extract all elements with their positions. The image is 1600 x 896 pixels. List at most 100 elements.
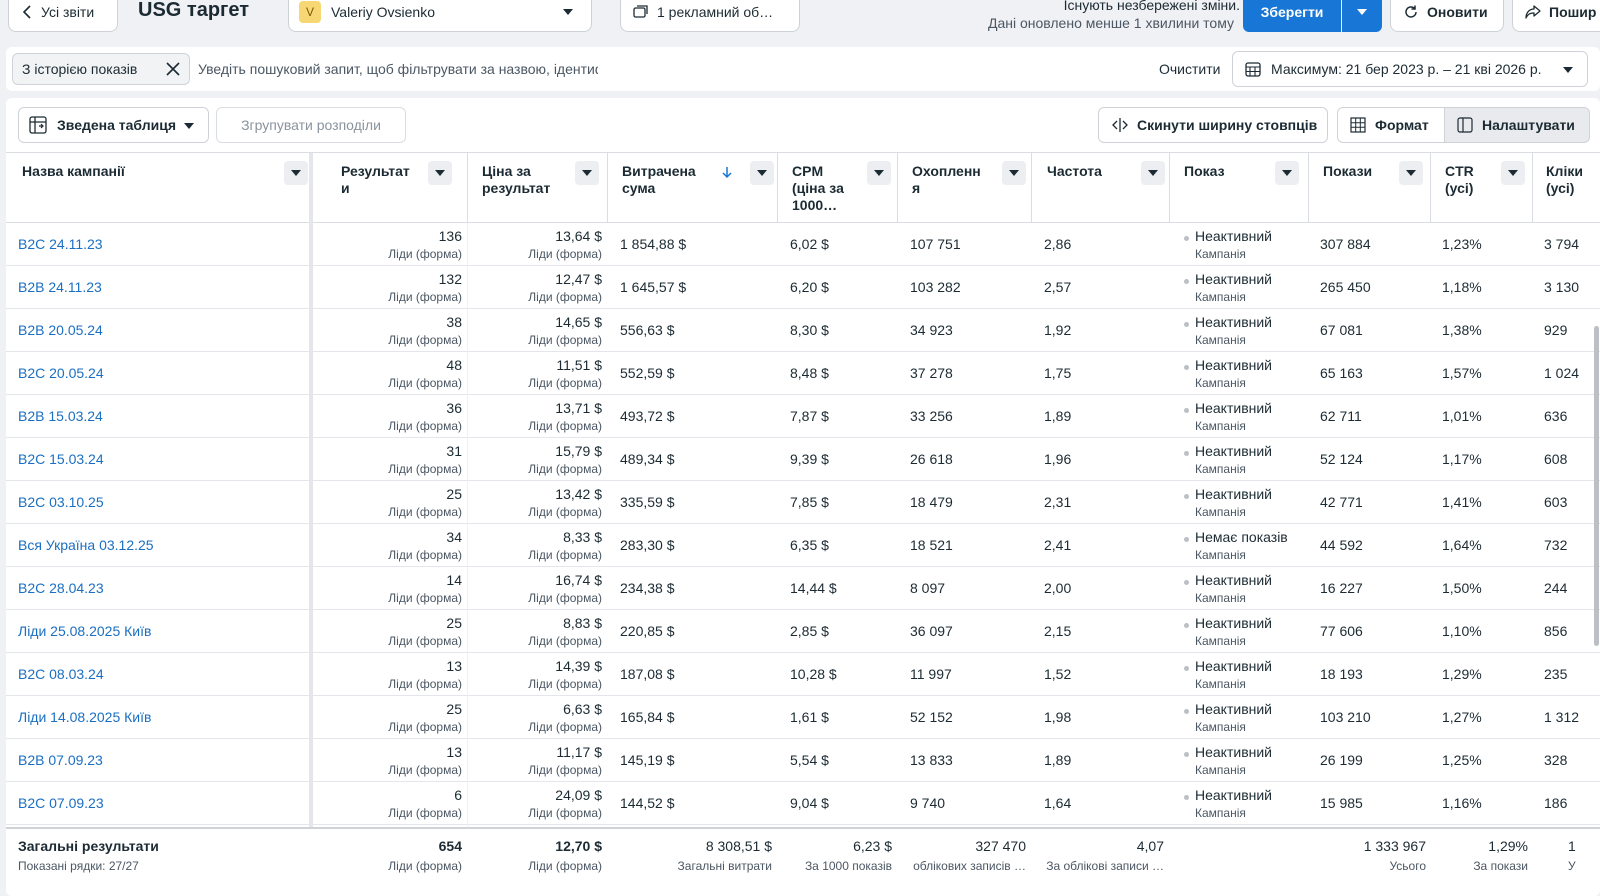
- column-header-ctr[interactable]: CTR (усі): [1445, 153, 1535, 223]
- save-options-button[interactable]: [1342, 0, 1382, 32]
- column-header-amount-spent[interactable]: Витрачена сума: [622, 153, 782, 223]
- reset-column-width-button[interactable]: Скинути ширину стовпців: [1098, 107, 1328, 143]
- column-header-delivery[interactable]: Показ: [1184, 153, 1314, 223]
- column-header-impressions[interactable]: Покази: [1323, 153, 1433, 223]
- table-row[interactable]: B2C 15.03.24 31 Ліди (форма) 15,79 $ Ліди (ф…: [6, 438, 1600, 481]
- table-row[interactable]: B2C 24.11.23 136 Ліди (форма) 13,64 $ Ліди (…: [6, 223, 1600, 266]
- cell-ctr: 1,01%: [1442, 408, 1482, 424]
- caret-down-icon[interactable]: [867, 161, 891, 185]
- caret-down-icon[interactable]: [1399, 161, 1423, 185]
- campaign-name-link[interactable]: B2C 08.03.24: [18, 666, 104, 682]
- caret-down-icon[interactable]: [1002, 161, 1026, 185]
- campaign-name-link[interactable]: B2C 28.04.23: [18, 580, 104, 596]
- pivot-table-dropdown[interactable]: Зведена таблиця: [18, 107, 209, 143]
- cell-amount-spent: 165,84 $: [620, 709, 675, 725]
- column-header-frequency[interactable]: Частота: [1047, 153, 1182, 223]
- cell-delivery: Неактивний: [1195, 486, 1273, 502]
- column-header-cpm[interactable]: CPM (ціна за 1000…: [792, 153, 902, 223]
- campaign-name-link[interactable]: B2C 20.05.24: [18, 365, 104, 381]
- column-header-name[interactable]: Назва кампанії: [22, 153, 308, 223]
- cell-reach: 11 997: [910, 666, 952, 682]
- customize-button[interactable]: Налаштувати: [1444, 107, 1590, 143]
- table-row[interactable]: Ліди 25.08.2025 Київ 25 Ліди (форма) 8,83 $…: [6, 610, 1600, 653]
- sort-down-icon[interactable]: [722, 167, 732, 179]
- share-icon: [1525, 5, 1541, 19]
- group-breakdowns-button[interactable]: Згрупувати розподіли: [216, 107, 406, 143]
- date-range-picker[interactable]: Максимум: 21 бер 2023 р. – 21 кві 2026 р…: [1232, 51, 1588, 87]
- cell-cost-per-result-type: Ліди (форма): [528, 677, 602, 691]
- table-row[interactable]: Вся Україна 03.12.25 34 Ліди (форма) 8,33 $…: [6, 524, 1600, 567]
- caret-down-icon[interactable]: [428, 161, 452, 185]
- cell-cost-per-result: 8,33 $: [563, 529, 602, 545]
- table-row[interactable]: B2C 28.04.23 14 Ліди (форма) 16,74 $ Ліди (ф…: [6, 567, 1600, 610]
- table-row[interactable]: 383,64 $Неактивний: [6, 825, 1600, 827]
- refresh-button[interactable]: Оновити: [1390, 0, 1504, 32]
- account-selector[interactable]: V Valeriy Ovsienko: [288, 0, 592, 32]
- caret-down-icon[interactable]: [1141, 161, 1165, 185]
- cell-delivery-level: Кампанія: [1195, 591, 1246, 605]
- campaign-name-link[interactable]: B2C 03.10.25: [18, 494, 104, 510]
- caret-down-icon[interactable]: [750, 161, 774, 185]
- clear-filters-button[interactable]: Очистити: [1159, 61, 1221, 77]
- table-row[interactable]: Ліди 14.08.2025 Київ 25 Ліди (форма) 6,63 $…: [6, 696, 1600, 739]
- table-row[interactable]: B2B 07.09.23 13 Ліди (форма) 11,17 $ Ліди (ф…: [6, 739, 1600, 782]
- cell-reach: 9 740: [910, 795, 946, 811]
- column-header-reach[interactable]: Охопленн я: [912, 153, 1042, 223]
- cell-clicks: 244: [1544, 580, 1568, 596]
- cell-results: 13: [446, 744, 462, 760]
- campaign-name-link[interactable]: B2C 24.11.23: [18, 236, 103, 252]
- campaign-name-link[interactable]: B2B 24.11.23: [18, 279, 102, 295]
- column-header-clicks[interactable]: Кліки (усі): [1546, 163, 1583, 196]
- cell-cost-per-result: 6,63 $: [563, 701, 602, 717]
- campaign-name-link[interactable]: B2B 20.05.24: [18, 322, 103, 338]
- share-button[interactable]: Пошир: [1512, 0, 1600, 32]
- back-to-reports-button[interactable]: Усі звіти: [8, 0, 118, 32]
- unsaved-notice: Існують незбережені зміни.: [1063, 0, 1240, 13]
- column-header-results[interactable]: Результат и: [341, 153, 461, 223]
- cell-frequency: 2,57: [1044, 279, 1072, 295]
- table-row[interactable]: B2B 20.05.24 38 Ліди (форма) 14,65 $ Ліди (ф…: [6, 309, 1600, 352]
- total-clicks-label: У: [1568, 859, 1576, 873]
- reset-column-width-label: Скинути ширину стовпців: [1137, 117, 1318, 133]
- cell-delivery-level: Кампанія: [1195, 806, 1246, 820]
- campaign-name-link[interactable]: Ліди 25.08.2025 Київ: [18, 623, 152, 639]
- status-dot-icon: [1184, 537, 1189, 542]
- table-row[interactable]: B2C 03.10.25 25 Ліди (форма) 13,42 $ Ліди (ф…: [6, 481, 1600, 524]
- vertical-scrollbar[interactable]: [1594, 326, 1599, 646]
- filter-chip[interactable]: З історією показів: [12, 53, 190, 85]
- cell-amount-spent: 144,52 $: [620, 795, 675, 811]
- close-icon[interactable]: [165, 61, 181, 77]
- table-row[interactable]: B2B 24.11.23 132 Ліди (форма) 12,47 $ Ліди (…: [6, 266, 1600, 309]
- format-button[interactable]: Формат: [1337, 107, 1445, 143]
- status-dot-icon: [1184, 365, 1189, 370]
- total-cost-per-result: 12,70 $: [555, 838, 602, 854]
- table-row[interactable]: B2C 07.09.23 6 Ліди (форма) 24,09 $ Ліди (фо…: [6, 782, 1600, 825]
- campaign-selector[interactable]: 1 рекламний об…: [620, 0, 800, 32]
- caret-down-icon[interactable]: [284, 161, 308, 185]
- table-row[interactable]: B2C 20.05.24 48 Ліди (форма) 11,51 $ Ліди (ф…: [6, 352, 1600, 395]
- caret-down-icon[interactable]: [1275, 161, 1299, 185]
- campaign-name-link[interactable]: B2C 15.03.24: [18, 451, 104, 467]
- cell-results: 136: [438, 228, 462, 244]
- cell-clicks: 186: [1544, 795, 1568, 811]
- campaign-name-link[interactable]: Ліди 14.08.2025 Київ: [18, 709, 152, 725]
- table-row[interactable]: B2C 08.03.24 13 Ліди (форма) 14,39 $ Ліди (ф…: [6, 653, 1600, 696]
- cell-ctr: 1,17%: [1442, 451, 1482, 467]
- frozen-column-divider[interactable]: [309, 153, 313, 223]
- table-row[interactable]: B2B 15.03.24 36 Ліди (форма) 13,71 $ Ліди (ф…: [6, 395, 1600, 438]
- column-header-cost-per-result[interactable]: Ціна за результат: [482, 153, 612, 223]
- save-button[interactable]: Зберегти: [1243, 0, 1341, 32]
- caret-down-icon[interactable]: [1501, 161, 1525, 185]
- customize-label: Налаштувати: [1482, 117, 1575, 133]
- campaign-name-link[interactable]: B2C 07.09.23: [18, 795, 104, 811]
- save-button-group: Зберегти: [1243, 0, 1382, 32]
- search-input[interactable]: [198, 53, 598, 85]
- total-cpm: 6,23 $: [853, 838, 892, 854]
- caret-down-icon[interactable]: [575, 161, 599, 185]
- cell-frequency: 1,64: [1044, 795, 1072, 811]
- cell-results-type: Ліди (форма): [388, 634, 462, 648]
- campaign-name-link[interactable]: B2B 15.03.24: [18, 408, 103, 424]
- pivot-table-label: Зведена таблиця: [57, 117, 176, 133]
- campaign-name-link[interactable]: Вся Україна 03.12.25: [18, 537, 154, 553]
- campaign-name-link[interactable]: B2B 07.09.23: [18, 752, 103, 768]
